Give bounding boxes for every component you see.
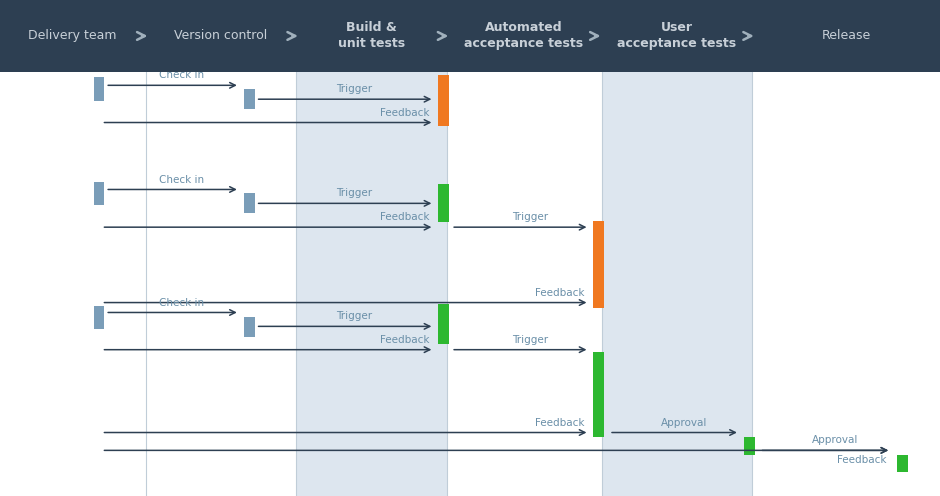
Bar — [244, 193, 255, 213]
Text: Feedback: Feedback — [535, 288, 585, 298]
Text: Trigger: Trigger — [337, 188, 372, 198]
Bar — [244, 317, 255, 337]
Bar — [593, 221, 604, 308]
Text: User
acceptance tests: User acceptance tests — [618, 21, 736, 51]
Text: Approval: Approval — [661, 418, 707, 428]
Text: Feedback: Feedback — [535, 418, 585, 428]
Text: Build &
unit tests: Build & unit tests — [337, 21, 405, 51]
Text: Check in: Check in — [159, 70, 205, 80]
Bar — [94, 182, 104, 205]
Text: Feedback: Feedback — [380, 108, 430, 118]
Text: Feedback: Feedback — [380, 212, 430, 222]
Text: Feedback: Feedback — [380, 335, 430, 345]
Bar — [438, 304, 449, 344]
Text: Trigger: Trigger — [337, 311, 372, 321]
Bar — [897, 455, 908, 472]
Bar — [438, 75, 449, 126]
Text: Trigger: Trigger — [337, 84, 372, 94]
Text: Approval: Approval — [811, 435, 858, 445]
Bar — [744, 437, 755, 455]
Text: Release: Release — [822, 29, 870, 43]
Text: Check in: Check in — [159, 298, 205, 308]
Bar — [296, 72, 446, 496]
Bar — [94, 77, 104, 101]
Bar — [0, 0, 940, 72]
Bar — [244, 89, 255, 109]
Text: Trigger: Trigger — [511, 335, 548, 345]
Bar — [94, 306, 104, 329]
Bar — [593, 352, 604, 437]
Text: Check in: Check in — [159, 175, 205, 185]
Bar — [602, 72, 752, 496]
Text: Delivery team: Delivery team — [28, 29, 117, 43]
Text: Trigger: Trigger — [511, 212, 548, 222]
Text: Automated
acceptance tests: Automated acceptance tests — [464, 21, 583, 51]
Text: Version control: Version control — [174, 29, 268, 43]
Text: Feedback: Feedback — [837, 455, 886, 465]
Bar — [438, 184, 449, 222]
